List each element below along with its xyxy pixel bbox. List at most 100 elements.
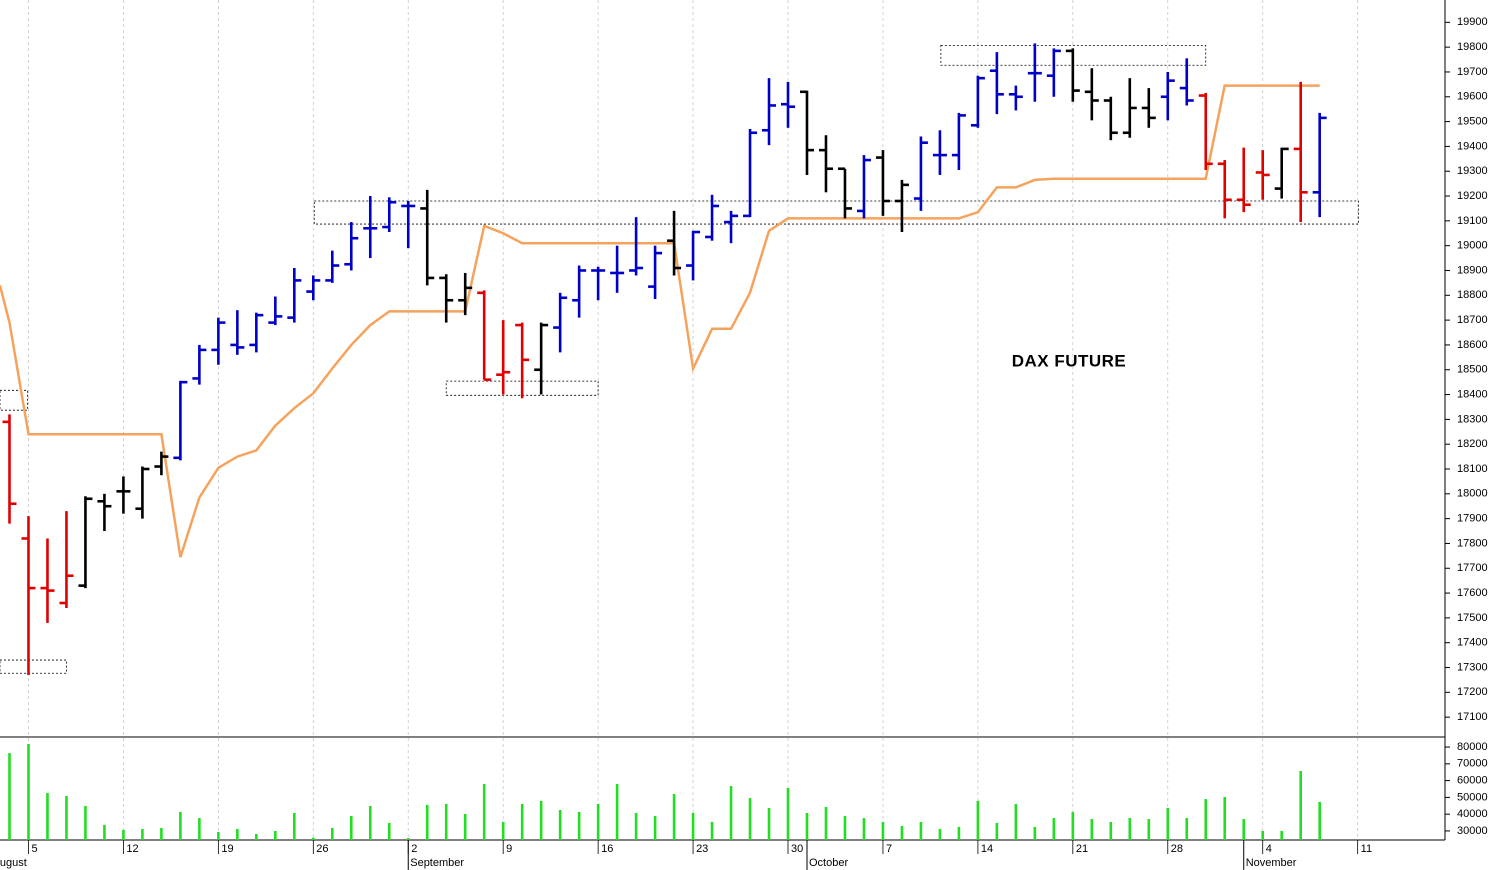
y-tick-label: 19000 [1457, 240, 1488, 252]
y-tick-label: 18100 [1457, 463, 1488, 475]
y-tick-label: 19500 [1457, 115, 1488, 127]
month-label: November [1246, 857, 1297, 869]
volume-bar [103, 824, 106, 840]
volume-bar [330, 827, 334, 840]
y-tick-label: 18300 [1457, 413, 1488, 425]
volume-bar [767, 807, 771, 840]
y-tick-label: 17800 [1457, 537, 1488, 549]
y-tick-label: 19100 [1457, 215, 1488, 227]
volume-bar [1223, 797, 1227, 840]
volume-bar [805, 812, 809, 840]
y-tick-label: 19300 [1457, 165, 1488, 177]
volume-bar [995, 822, 999, 840]
volume-bar [748, 798, 752, 840]
y-tick-label: 17300 [1457, 661, 1488, 673]
volume-bar [634, 812, 638, 840]
month-label: August [0, 857, 27, 869]
volume-bar [843, 816, 847, 840]
stop-line [0, 84, 1320, 558]
x-tick-label: 14 [981, 843, 993, 855]
x-tick-label: 7 [886, 843, 892, 855]
volume-bar [1299, 771, 1302, 840]
y-tick-label: 17400 [1457, 637, 1488, 649]
volume-bar [312, 837, 315, 840]
volume-bar [1147, 819, 1151, 840]
volume-bar [672, 794, 676, 840]
volume-bar [84, 805, 87, 840]
volume-bar [1128, 818, 1132, 840]
x-tick-label: 28 [1171, 843, 1183, 855]
volume-bar [957, 826, 961, 840]
y-tick-label: 50000 [1457, 791, 1488, 803]
x-tick-label: 12 [126, 843, 138, 855]
volume-bar [1014, 803, 1018, 840]
volume-bar [217, 831, 220, 840]
y-tick-label: 19800 [1457, 41, 1488, 53]
volume-bar [387, 822, 391, 840]
volume-bar [710, 821, 714, 840]
volume-bar [501, 821, 505, 840]
volume-bar [255, 833, 258, 840]
zone [313, 200, 1360, 225]
month-label: September [410, 857, 464, 869]
y-tick-label: 80000 [1457, 741, 1488, 753]
volume-bar [786, 787, 790, 840]
x-tick-label: 23 [696, 843, 708, 855]
y-tick-label: 19200 [1457, 190, 1488, 202]
zone [0, 389, 28, 411]
x-tick-label: 16 [601, 843, 613, 855]
volume-bar [1166, 807, 1170, 840]
volume-bar [463, 813, 467, 840]
volume-bar [881, 821, 885, 840]
volume-bar [27, 744, 30, 840]
labels: 17100 17200 17300 17400 17500 17600 17700 17800… [0, 16, 1488, 869]
volume-bar [1204, 799, 1208, 840]
y-tick-label: 30000 [1457, 825, 1488, 837]
y-tick-label: 17100 [1457, 711, 1488, 723]
volume-bar [1318, 801, 1321, 840]
x-tick-label: 9 [506, 843, 512, 855]
y-tick-label: 40000 [1457, 808, 1488, 820]
y-tick-label: 18800 [1457, 289, 1488, 301]
volume-bar [691, 812, 695, 840]
y-tick-label: 18700 [1457, 314, 1488, 326]
x-tick-label: 19 [221, 843, 233, 855]
x-tick-label: 5 [31, 843, 37, 855]
volume-bar [900, 825, 904, 840]
volume-bar [862, 818, 866, 840]
y-tick-label: 19900 [1457, 16, 1488, 28]
volume-bar [349, 816, 353, 840]
y-tick-label: 19600 [1457, 91, 1488, 103]
volume-bar [179, 811, 182, 840]
volume-bar [1052, 818, 1056, 840]
x-tick-label: 26 [316, 843, 328, 855]
y-tick-label: 18600 [1457, 339, 1488, 351]
volume-bar [520, 803, 524, 840]
volume-bar [198, 818, 201, 840]
volume-bar [1261, 830, 1265, 840]
y-tick-label: 60000 [1457, 775, 1488, 787]
x-tick-label: 30 [791, 843, 803, 855]
y-tick-label: 17700 [1457, 562, 1488, 574]
y-tick-label: 19700 [1457, 66, 1488, 78]
volume-bar [46, 793, 49, 840]
y-tick-label: 17200 [1457, 686, 1488, 698]
volume-bar [1280, 830, 1284, 840]
volume-bar [1242, 819, 1246, 840]
volume-bar [976, 800, 980, 840]
volume-bar [368, 805, 372, 840]
volume-bar [236, 828, 239, 840]
zone [445, 380, 599, 396]
x-tick-label: 11 [1361, 843, 1372, 855]
annotation: DAX FUTURE [1012, 351, 1127, 370]
volume-bar [8, 753, 11, 840]
volume-bar [293, 812, 296, 840]
volume-bar [444, 803, 448, 840]
volume-bar [653, 816, 657, 840]
volume-bar [65, 796, 68, 840]
grid [28, 0, 1450, 870]
x-tick-label: 2 [411, 843, 417, 855]
volume-bar [596, 803, 600, 840]
